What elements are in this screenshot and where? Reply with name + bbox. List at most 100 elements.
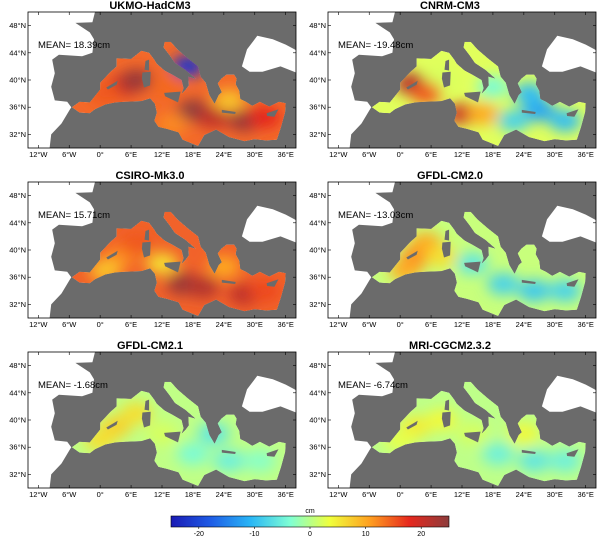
lat-tick-label: 48°N: [309, 361, 326, 370]
lon-tick-label: 18°E: [485, 490, 501, 499]
mean-label: MEAN= 18.39cm: [38, 40, 110, 51]
island: [221, 109, 236, 114]
lon-tick-label: 6°W: [62, 320, 77, 329]
lat-tick-label: 44°N: [9, 48, 26, 57]
lat-tick-label: 44°N: [9, 388, 26, 397]
island: [464, 91, 481, 103]
colorbar-unit: cm: [305, 508, 315, 515]
island: [221, 279, 236, 284]
island: [266, 279, 279, 287]
atlantic-ocean: [328, 182, 395, 318]
lat-tick-label: 48°N: [9, 361, 26, 370]
island: [464, 261, 481, 273]
island: [144, 59, 150, 71]
lat-tick-label: 48°N: [9, 21, 26, 30]
map-panel: 48°N 44°N 40°N 36°N 32°N 12°W 6°W 0° 6°E 12°E 18°E…: [0, 340, 300, 510]
island: [464, 431, 481, 443]
island: [566, 279, 579, 287]
lat-tick-label: 32°N: [309, 130, 326, 139]
island: [406, 80, 418, 90]
island: [144, 229, 150, 241]
lon-tick-label: 0°: [97, 150, 104, 159]
field-blob: [482, 443, 515, 465]
island: [141, 411, 151, 428]
lat-tick-label: 48°N: [9, 191, 26, 200]
map-svg: 48°N 44°N 40°N 36°N 32°N 12°W 6°W 0° 6°E 12°E 18°E…: [9, 11, 297, 159]
field-blob: [518, 279, 551, 302]
island: [521, 109, 536, 114]
field-blob: [487, 273, 520, 295]
colorbar-tick-label: 20: [417, 531, 425, 538]
field-blob: [146, 422, 178, 445]
mean-label: MEAN= 15.71cm: [38, 210, 110, 221]
lon-tick-label: 6°W: [362, 490, 377, 499]
lon-tick-label: 18°E: [185, 490, 201, 499]
panel-title: GFDL-CM2.0: [417, 170, 483, 182]
lat-tick-label: 48°N: [309, 191, 326, 200]
lon-tick-label: 0°: [397, 320, 404, 329]
island: [441, 241, 451, 258]
lon-tick-label: 6°W: [362, 320, 377, 329]
island: [266, 109, 279, 117]
lon-tick-label: 6°E: [425, 150, 437, 159]
lon-tick-label: 36°E: [578, 320, 594, 329]
lat-tick-label: 32°N: [9, 470, 26, 479]
lat-tick-label: 40°N: [9, 246, 26, 255]
map-svg: 48°N 44°N 40°N 36°N 32°N 12°W 6°W 0° 6°E 12°E 18°E…: [9, 351, 297, 499]
panel-title: UKMO-HadCM3: [109, 0, 191, 12]
field-blob: [187, 276, 220, 299]
lon-tick-label: 30°E: [247, 490, 263, 499]
lon-tick-label: 12°E: [454, 150, 470, 159]
island: [164, 91, 181, 103]
island: [566, 109, 579, 117]
lon-tick-label: 18°E: [185, 320, 201, 329]
lat-tick-label: 36°N: [309, 103, 326, 112]
panel-title: CSIRO-Mk3.0: [115, 170, 185, 182]
lat-tick-label: 36°N: [9, 103, 26, 112]
panel-title: MRI-CGCM2.3.2: [409, 340, 491, 352]
island: [141, 241, 151, 258]
island: [521, 449, 536, 454]
lon-tick-label: 12°E: [154, 320, 170, 329]
lon-tick-label: 30°E: [247, 150, 263, 159]
lon-tick-label: 0°: [97, 490, 104, 499]
lat-tick-label: 44°N: [9, 218, 26, 227]
field-blob: [518, 449, 551, 472]
lat-tick-label: 36°N: [9, 443, 26, 452]
island: [106, 420, 118, 430]
island: [141, 71, 151, 88]
lat-tick-label: 40°N: [309, 76, 326, 85]
lon-tick-label: 24°E: [516, 150, 532, 159]
island: [441, 411, 451, 428]
field-blob: [466, 103, 499, 125]
lon-tick-label: 24°E: [216, 490, 232, 499]
lon-tick-label: 6°W: [62, 150, 77, 159]
colorbar-gradient: [170, 515, 450, 528]
colorbar-tick-label: -10: [249, 531, 259, 538]
lon-tick-label: 12°W: [29, 150, 48, 159]
lon-tick-label: 6°E: [425, 490, 437, 499]
island: [521, 279, 536, 284]
lon-tick-label: 12°W: [329, 320, 348, 329]
lon-tick-label: 0°: [97, 320, 104, 329]
lat-tick-label: 40°N: [9, 76, 26, 85]
island: [444, 59, 450, 71]
field-blob: [497, 109, 530, 132]
map-panel: 48°N 44°N 40°N 36°N 32°N 12°W 6°W 0° 6°E 12°E 18°E…: [300, 0, 600, 170]
lon-tick-label: 18°E: [485, 320, 501, 329]
lon-tick-label: 6°E: [425, 320, 437, 329]
lon-tick-label: 24°E: [216, 320, 232, 329]
field-blob: [409, 82, 442, 105]
lat-tick-label: 36°N: [9, 273, 26, 282]
black-sea: [241, 205, 296, 243]
lon-tick-label: 18°E: [185, 150, 201, 159]
map-panel: 48°N 44°N 40°N 36°N 32°N 12°W 6°W 0° 6°E 12°E 18°E…: [0, 0, 300, 170]
field-blob: [513, 82, 545, 105]
lon-tick-label: 0°: [397, 150, 404, 159]
lon-tick-label: 18°E: [485, 150, 501, 159]
lat-tick-label: 32°N: [309, 470, 326, 479]
island: [444, 399, 450, 411]
island: [406, 420, 418, 430]
lon-tick-label: 6°E: [125, 490, 137, 499]
lon-tick-label: 24°E: [516, 320, 532, 329]
